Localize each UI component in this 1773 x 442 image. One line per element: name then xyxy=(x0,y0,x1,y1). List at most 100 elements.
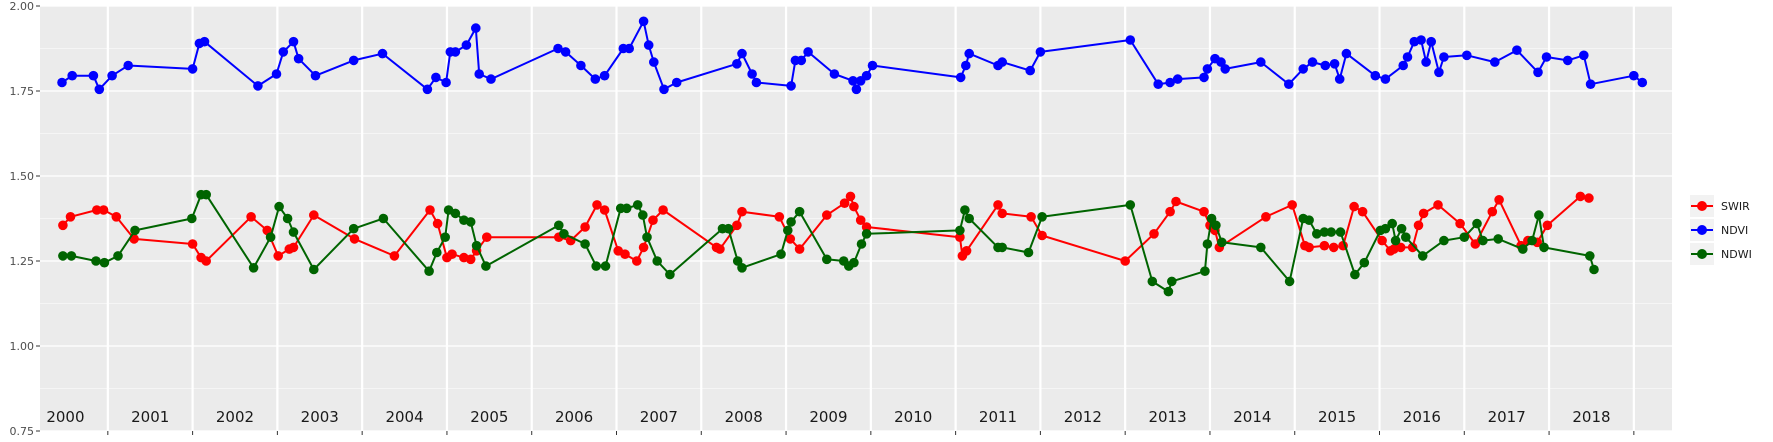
ndvi-point xyxy=(751,77,762,88)
ndwi-point xyxy=(1312,229,1322,239)
year-label: 2014 xyxy=(1233,408,1271,426)
ndvi-point xyxy=(732,59,742,69)
ndwi-point xyxy=(465,217,476,227)
ndvi-point xyxy=(1172,74,1183,84)
ndvi-point xyxy=(1439,52,1449,62)
series-layer xyxy=(57,16,1648,297)
ndwi-point xyxy=(794,206,805,217)
ndwi-point xyxy=(964,213,974,224)
ndvi-point xyxy=(288,36,299,47)
year-label: 2002 xyxy=(216,408,254,426)
ndvi-point xyxy=(348,55,359,66)
legend-marker xyxy=(1697,249,1707,259)
y-tick-label: 1.00 xyxy=(10,340,35,353)
legend-item-ndvi: NDVI xyxy=(1690,219,1748,241)
year-label: 2011 xyxy=(979,408,1017,426)
ndvi-point xyxy=(107,70,117,81)
ndwi-point xyxy=(1589,264,1599,275)
ndwi-point xyxy=(248,263,259,273)
ndvi-point xyxy=(1165,77,1175,88)
ndwi-point xyxy=(776,249,786,259)
y-tick-label: 0.75 xyxy=(10,425,35,438)
year-label: 2012 xyxy=(1064,408,1102,426)
ndwi-point xyxy=(309,264,319,275)
ndwi-point xyxy=(600,261,611,271)
ndvi-point xyxy=(1329,59,1340,69)
ndwi-point xyxy=(113,251,123,261)
swir-point xyxy=(1584,193,1594,203)
swir-point xyxy=(1542,220,1553,231)
ndvi-point xyxy=(486,74,496,84)
ndvi-point xyxy=(1307,57,1318,67)
year-label: 2018 xyxy=(1572,408,1610,426)
legend-item-ndwi: NDWI xyxy=(1690,243,1752,265)
ndwi-point xyxy=(440,232,451,242)
ndvi-point xyxy=(1125,35,1136,45)
ndvi-point xyxy=(1585,79,1596,89)
swir-point xyxy=(273,251,284,261)
swir-point xyxy=(785,234,796,244)
ndvi-point xyxy=(829,69,840,79)
ndwi-point xyxy=(1439,235,1449,246)
swir-point xyxy=(822,210,832,220)
ndvi-point xyxy=(1562,55,1573,66)
ndwi-point xyxy=(91,256,101,266)
ndwi-point xyxy=(1304,215,1314,225)
swir-point xyxy=(774,212,785,222)
ndvi-point xyxy=(1512,45,1522,55)
ndvi-point xyxy=(1284,79,1294,89)
year-label: 2008 xyxy=(725,408,763,426)
swir-point xyxy=(737,206,747,217)
year-label: 2006 xyxy=(555,408,593,426)
ndwi-point xyxy=(1527,235,1537,246)
legend-label: SWIR xyxy=(1721,200,1750,213)
ndwi-point xyxy=(665,269,675,280)
ndwi-point xyxy=(1401,232,1411,242)
ndwi-point xyxy=(1459,232,1470,242)
year-label: 2009 xyxy=(809,408,847,426)
ndwi-point xyxy=(450,208,461,219)
ndwi-point xyxy=(1539,242,1549,253)
series-ndwi xyxy=(58,189,1599,297)
swir-point xyxy=(432,218,443,229)
ndvi-point xyxy=(867,60,878,71)
swir-point xyxy=(620,249,630,259)
swir-point xyxy=(1149,229,1159,239)
swir-point xyxy=(482,232,492,242)
y-tick-label: 1.75 xyxy=(10,85,35,98)
ndwi-point xyxy=(580,239,590,249)
ndvi-point xyxy=(1541,52,1552,62)
ndvi-point xyxy=(293,53,304,64)
year-label: 2007 xyxy=(640,408,678,426)
ndwi-point xyxy=(723,223,734,234)
ndwi-point xyxy=(1211,220,1221,231)
swir-point xyxy=(1261,212,1271,222)
swir-point xyxy=(715,244,725,254)
legend-item-swir: SWIR xyxy=(1690,195,1750,217)
ndvi-point xyxy=(1256,57,1266,67)
ndwi-point xyxy=(591,261,601,271)
ndwi-point xyxy=(1202,239,1213,249)
ndvi-point xyxy=(123,60,133,71)
ndwi-point xyxy=(274,201,284,212)
ndvi-point xyxy=(1398,60,1408,71)
ndwi-point xyxy=(58,251,68,261)
ndwi-point xyxy=(554,220,564,231)
ndvi-point xyxy=(786,81,796,91)
ndvi-point xyxy=(1421,57,1431,67)
swir-point xyxy=(839,198,850,208)
swir-point xyxy=(92,205,102,215)
ndwi-point xyxy=(737,263,747,273)
ndvi-point xyxy=(422,84,433,95)
swir-point xyxy=(732,220,742,231)
legend-label: NDWI xyxy=(1721,248,1752,261)
swir-point xyxy=(187,239,198,249)
swir-point xyxy=(849,201,859,212)
ndwi-point xyxy=(282,213,293,224)
ndvi-point xyxy=(1426,36,1436,47)
swir-point xyxy=(1037,230,1047,241)
swir-point xyxy=(98,205,109,215)
ndvi-point xyxy=(278,47,289,57)
ndwi-point xyxy=(849,257,859,268)
ndvi-point xyxy=(1202,64,1213,74)
